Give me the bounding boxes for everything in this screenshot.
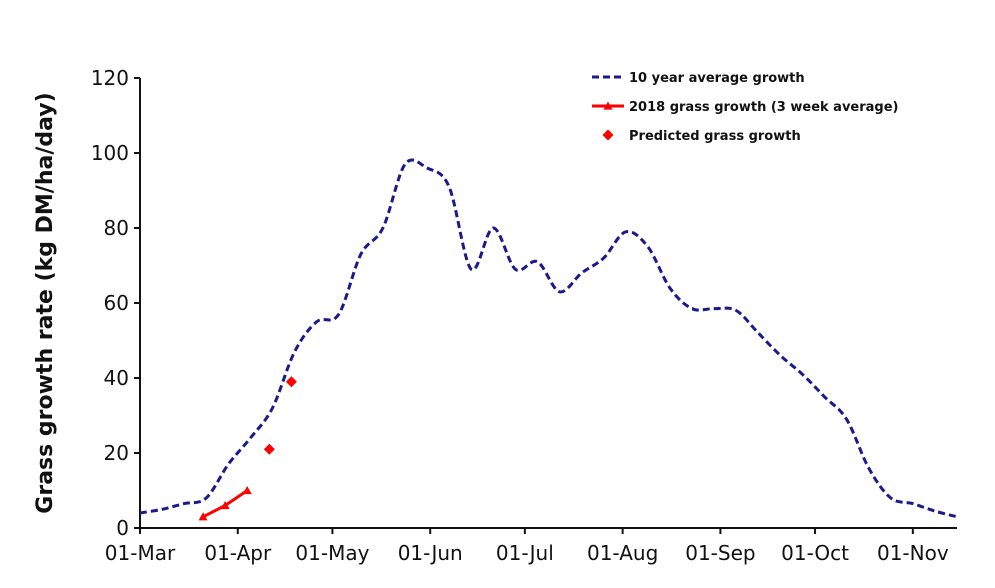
- y-tick-label: 20: [104, 441, 129, 465]
- average-growth-line: [139, 158, 958, 519]
- axes: [134, 77, 957, 534]
- grass-growth-2018-point: [220, 501, 230, 510]
- x-tick-label: 01-Aug: [587, 541, 658, 565]
- series-dashed-line: [139, 158, 958, 519]
- legend-label: 2018 grass growth (3 week average): [629, 100, 899, 115]
- y-tick-label: 100: [91, 141, 129, 165]
- series-layer: [139, 158, 958, 521]
- series-diamond-markers: [263, 376, 297, 455]
- predicted-growth-point: [285, 376, 297, 388]
- x-tick-label: 01-Apr: [204, 541, 272, 565]
- grass-growth-2018-point: [198, 512, 208, 521]
- y-tick-label: 40: [104, 366, 129, 390]
- legend-swatch-2018-marker: [603, 101, 613, 110]
- y-tick-label: 120: [91, 66, 129, 90]
- y-tick-label: 80: [104, 216, 129, 240]
- y-tick-labels: 0 20 40 60 80 100 120: [91, 66, 129, 540]
- legend-label: 10 year average growth: [629, 71, 805, 86]
- x-tick-label: 01-Jun: [398, 541, 463, 565]
- series-solid-line-triangles: [198, 486, 252, 521]
- x-tick-label: 01-Jul: [496, 541, 554, 565]
- x-tick-label: 01-Oct: [781, 541, 849, 565]
- y-axis-label: Grass growth rate (kg DM/ha/day): [33, 92, 58, 513]
- x-tick-label: 01-Sep: [685, 541, 755, 565]
- legend-swatch-predicted: [602, 129, 614, 141]
- y-tick-label: 0: [116, 516, 129, 540]
- predicted-growth-point: [263, 443, 275, 455]
- x-tick-label: 01-Mar: [105, 541, 176, 565]
- grass-growth-2018-point: [242, 486, 252, 495]
- legend: 10 year average growth 2018 grass growth …: [592, 71, 899, 144]
- y-tick-label: 60: [104, 291, 129, 315]
- x-tick-label: 01-Nov: [877, 541, 949, 565]
- x-tick-label: 01-May: [295, 541, 369, 565]
- legend-label: Predicted grass growth: [629, 129, 801, 144]
- x-tick-labels: 01-Mar 01-Apr 01-May 01-Jun 01-Jul 01-Aug 01-S…: [105, 541, 949, 565]
